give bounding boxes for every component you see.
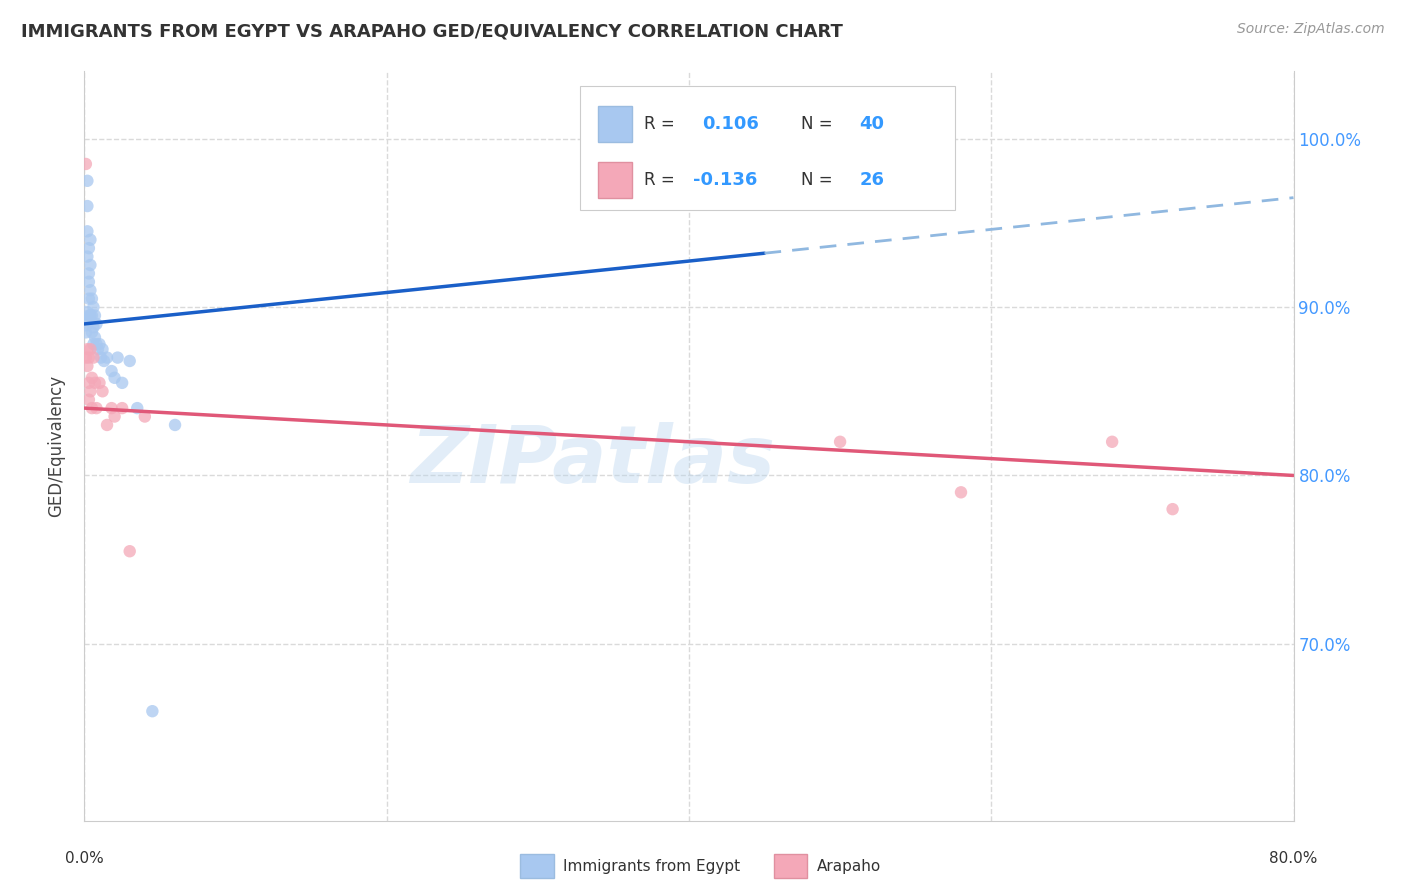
FancyBboxPatch shape — [599, 162, 633, 198]
Text: Arapaho: Arapaho — [817, 859, 882, 874]
Point — [79, 283, 101, 297]
Point — [165, 417, 187, 432]
Point — [86, 401, 108, 416]
Point — [75, 326, 97, 340]
Point — [86, 317, 108, 331]
Point — [76, 359, 98, 373]
Point — [79, 309, 101, 323]
Point — [118, 544, 141, 558]
Point — [77, 351, 100, 365]
Point — [82, 300, 104, 314]
FancyBboxPatch shape — [773, 855, 807, 879]
Text: N =: N = — [801, 171, 832, 189]
Text: N =: N = — [801, 115, 832, 133]
Point — [104, 371, 127, 385]
Point — [118, 354, 141, 368]
Text: 0.0%: 0.0% — [65, 851, 104, 866]
Point — [950, 485, 973, 500]
Point — [141, 704, 163, 718]
Text: -0.136: -0.136 — [693, 171, 756, 189]
Point — [104, 409, 127, 424]
Point — [90, 351, 112, 365]
Point — [96, 417, 118, 432]
Point — [76, 174, 98, 188]
Point — [89, 337, 111, 351]
Point — [76, 199, 98, 213]
Point — [84, 330, 107, 344]
Point — [77, 275, 100, 289]
Text: R =: R = — [644, 171, 675, 189]
Point — [82, 351, 104, 365]
Point — [830, 434, 852, 449]
Point — [77, 392, 100, 407]
Point — [84, 376, 107, 390]
FancyBboxPatch shape — [581, 87, 955, 210]
Text: Immigrants from Egypt: Immigrants from Egypt — [564, 859, 741, 874]
Point — [93, 354, 115, 368]
Point — [111, 401, 134, 416]
Point — [77, 267, 100, 281]
Point — [91, 342, 114, 356]
Point — [80, 309, 103, 323]
Point — [84, 309, 107, 323]
Point — [75, 309, 97, 323]
Point — [79, 342, 101, 356]
Point — [80, 292, 103, 306]
Point — [127, 401, 149, 416]
Point — [91, 384, 114, 399]
Point — [75, 317, 97, 331]
FancyBboxPatch shape — [520, 855, 554, 879]
Point — [79, 233, 101, 247]
FancyBboxPatch shape — [599, 106, 633, 142]
Point — [75, 157, 97, 171]
Point — [75, 351, 97, 365]
Point — [82, 320, 104, 334]
Point — [1101, 434, 1123, 449]
Text: R =: R = — [644, 115, 675, 133]
Point — [82, 337, 104, 351]
Point — [80, 401, 103, 416]
Text: ZIPatlas: ZIPatlas — [409, 422, 775, 500]
Point — [100, 364, 122, 378]
Point — [77, 241, 100, 255]
Text: IMMIGRANTS FROM EGYPT VS ARAPAHO GED/EQUIVALENCY CORRELATION CHART: IMMIGRANTS FROM EGYPT VS ARAPAHO GED/EQU… — [21, 22, 844, 40]
Point — [1161, 502, 1184, 516]
Text: 0.106: 0.106 — [702, 115, 759, 133]
Point — [76, 250, 98, 264]
Point — [80, 326, 103, 340]
Point — [100, 401, 122, 416]
Point — [76, 224, 98, 238]
Point — [77, 292, 100, 306]
Point — [79, 258, 101, 272]
Point — [77, 376, 100, 390]
Point — [76, 342, 98, 356]
Text: Source: ZipAtlas.com: Source: ZipAtlas.com — [1237, 22, 1385, 37]
Text: 40: 40 — [859, 115, 884, 133]
Text: 26: 26 — [859, 171, 884, 189]
Text: 80.0%: 80.0% — [1270, 851, 1317, 866]
Point — [87, 342, 110, 356]
Point — [77, 309, 100, 323]
Point — [89, 376, 111, 390]
Point — [111, 376, 134, 390]
Point — [79, 384, 101, 399]
Point — [96, 351, 118, 365]
Point — [80, 371, 103, 385]
Point — [107, 351, 129, 365]
Y-axis label: GED/Equivalency: GED/Equivalency — [48, 375, 66, 517]
Point — [134, 409, 156, 424]
Point — [86, 337, 108, 351]
